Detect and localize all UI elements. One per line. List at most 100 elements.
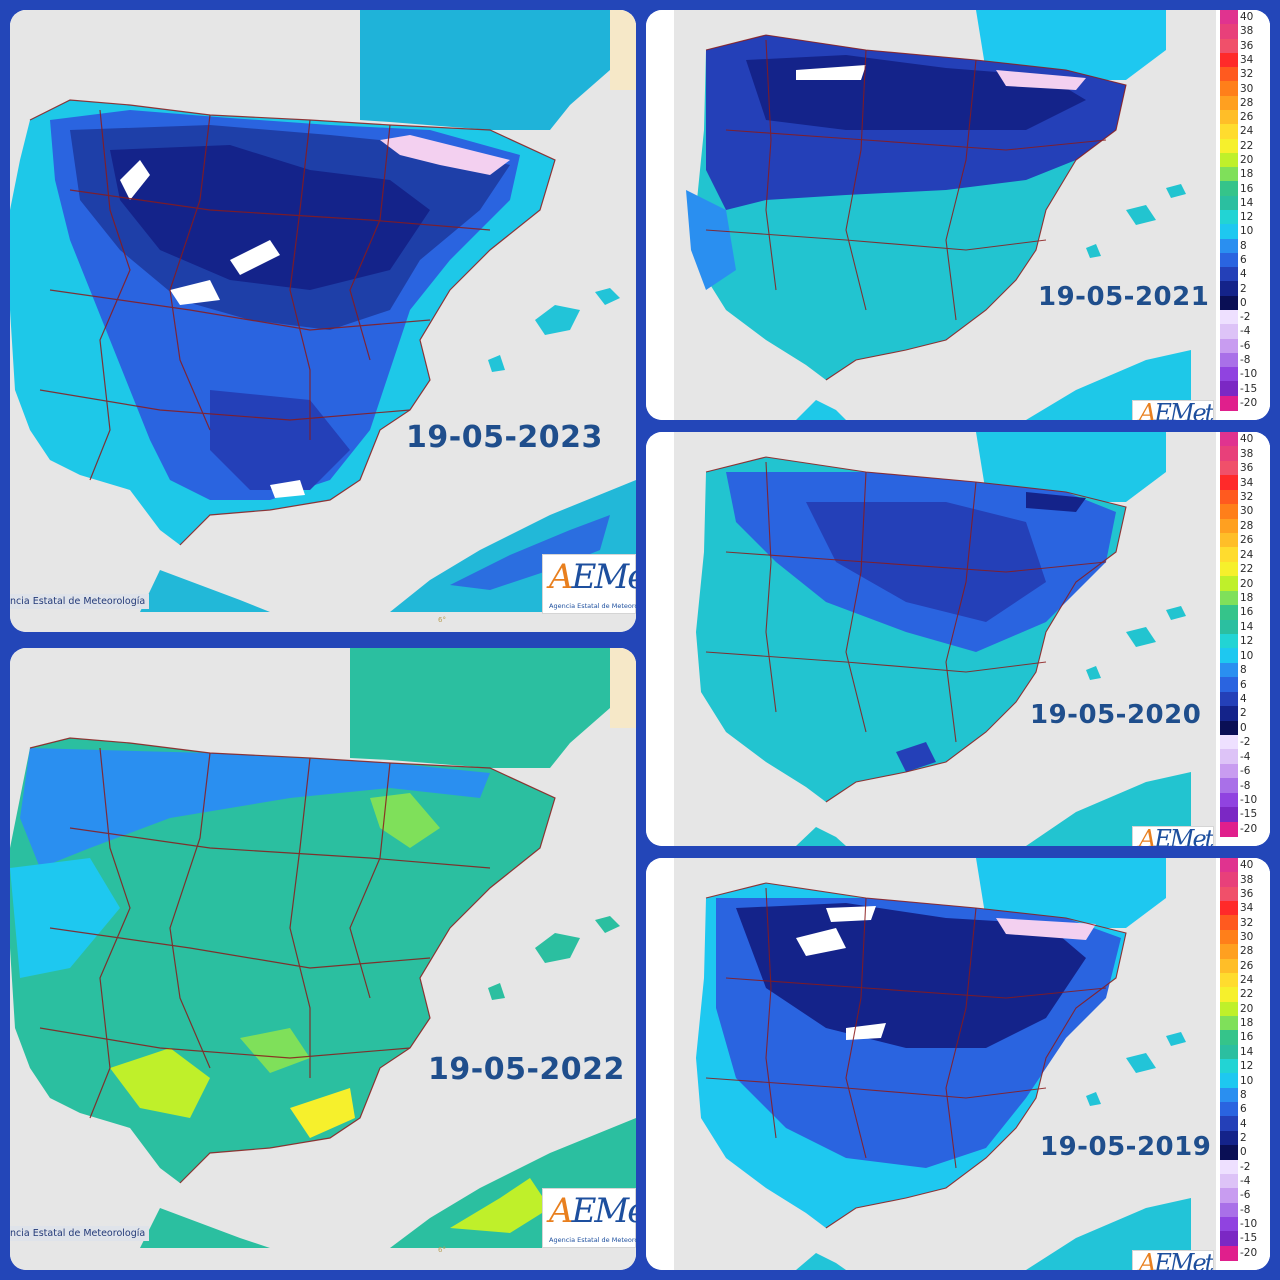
scale-swatch <box>1220 210 1238 226</box>
scale-swatch <box>1220 395 1238 411</box>
scale-swatch <box>1220 987 1238 1003</box>
scale-tick-label: -15 <box>1240 1232 1258 1245</box>
scale-swatch <box>1220 1001 1238 1017</box>
scale-tick-label: -6 <box>1240 1189 1251 1202</box>
scale-swatch <box>1220 446 1238 462</box>
scale-tick-label: 38 <box>1240 25 1254 38</box>
scale-tick-label: 28 <box>1240 96 1254 109</box>
scale-tick-label: 0 <box>1240 1146 1247 1159</box>
scale-swatch <box>1220 310 1238 326</box>
scale-tick-label: 6 <box>1240 254 1247 266</box>
temperature-scale: 40 38 36 34 32 30 28 26 24 22 20 18 16 14 12 10 8 6 4 2 0 -2-… <box>1220 858 1270 1270</box>
scale-tick-label: 20 <box>1240 154 1254 166</box>
scale-tick-label: 30 <box>1240 505 1254 518</box>
scale-tick-label: 16 <box>1240 1031 1254 1044</box>
scale-tick-label: 2 <box>1240 1131 1247 1144</box>
scale-tick-label: 0 <box>1240 296 1247 309</box>
scale-swatch <box>1220 124 1238 140</box>
scale-tick-label: 4 <box>1240 1117 1247 1130</box>
scale-swatch <box>1220 338 1238 354</box>
scale-swatch <box>1220 238 1238 254</box>
scale-swatch <box>1220 972 1238 989</box>
scale-swatch <box>1220 460 1238 477</box>
scale-swatch <box>1220 138 1238 154</box>
scale-swatch <box>1220 662 1238 679</box>
scale-swatch <box>1220 1044 1238 1060</box>
scale-tick-label: -2 <box>1240 311 1251 324</box>
scale-swatch <box>1220 352 1238 369</box>
temperature-map-2019 <box>646 858 1270 1270</box>
scale-swatch <box>1220 677 1238 693</box>
scale-tick-label: 10 <box>1240 649 1254 662</box>
scale-swatch <box>1220 381 1238 397</box>
scale-swatch <box>1220 110 1238 126</box>
scale-swatch <box>1220 1173 1238 1190</box>
scale-swatch <box>1220 763 1238 780</box>
scale-swatch <box>1220 634 1238 650</box>
scale-tick-label: -4 <box>1240 1175 1251 1188</box>
scale-swatch <box>1220 590 1238 607</box>
temperature-map-2020 <box>646 432 1270 846</box>
date-label-2022: 19-05-2022 <box>428 1052 625 1087</box>
aemet-logo: AEMet Agencia Estatal de Meteorología <box>542 554 636 614</box>
scale-tick-label: 40 <box>1240 859 1254 872</box>
scale-swatch <box>1220 38 1238 54</box>
scale-tick-label: 14 <box>1240 620 1254 633</box>
scale-swatch <box>1220 67 1238 83</box>
scale-swatch <box>1220 915 1238 931</box>
scale-tick-label: 22 <box>1240 563 1254 576</box>
map-panel-2021: 19-05-2021 AEMet 40 38 36 34 32 30 28 26 24 22 20 1… <box>646 10 1270 420</box>
scale-tick-label: 16 <box>1240 606 1254 619</box>
agency-credit: ncia Estatal de Meteorología <box>10 594 150 609</box>
scale-tick-label: -10 <box>1240 368 1258 381</box>
scale-tick-label: 20 <box>1240 577 1254 590</box>
scale-swatch <box>1220 224 1238 240</box>
scale-tick-label: 6 <box>1240 1103 1247 1116</box>
scale-tick-label: 28 <box>1240 945 1254 958</box>
scale-swatch <box>1220 858 1238 874</box>
scale-swatch <box>1220 706 1238 722</box>
aemet-logo: AEMet Agencia Estatal de Meteorología <box>542 1188 636 1248</box>
scale-swatch <box>1220 24 1238 40</box>
scale-tick-label: 6 <box>1240 678 1247 691</box>
aemet-logo: AEMet <box>1132 826 1214 846</box>
scale-tick-label: 10 <box>1240 225 1254 238</box>
scale-tick-label: 22 <box>1240 988 1254 1001</box>
scale-swatch <box>1220 576 1238 592</box>
scale-swatch <box>1220 547 1238 563</box>
scale-swatch <box>1220 619 1238 635</box>
scale-swatch <box>1220 1216 1238 1233</box>
scale-tick-label: -4 <box>1240 325 1251 338</box>
scale-swatch <box>1220 821 1238 837</box>
scale-tick-label: -6 <box>1240 339 1251 352</box>
scale-tick-label: 24 <box>1240 974 1254 987</box>
scale-tick-label: 26 <box>1240 534 1254 547</box>
scale-tick-label: 8 <box>1240 239 1247 252</box>
aemet-logo: AEMet <box>1132 1250 1214 1270</box>
scale-tick-label: 8 <box>1240 1088 1247 1101</box>
scale-tick-label: 26 <box>1240 959 1254 972</box>
scale-swatch <box>1220 181 1238 197</box>
scale-swatch <box>1220 95 1238 111</box>
scale-swatch <box>1220 1087 1238 1104</box>
temperature-scale: 40 38 36 34 32 30 28 26 24 22 20 18 16 14 12 10 8 6 4 2 0 -2-… <box>1220 432 1270 846</box>
scale-swatch <box>1220 1059 1238 1075</box>
scale-tick-label: 2 <box>1240 707 1247 720</box>
scale-tick-label: 14 <box>1240 196 1254 209</box>
scale-swatch <box>1220 792 1238 809</box>
scale-swatch <box>1220 1015 1238 1032</box>
scale-tick-label: 18 <box>1240 168 1254 181</box>
scale-tick-label: 40 <box>1240 11 1254 24</box>
temperature-scale: 40 38 36 34 32 30 28 26 24 22 20 18 16 14 12 10 8 6 4 2 0 -2-… <box>1220 10 1270 420</box>
scale-swatch <box>1220 518 1238 534</box>
date-label-2021: 19-05-2021 <box>1038 282 1210 312</box>
date-label-2019: 19-05-2019 <box>1040 1132 1212 1162</box>
scale-swatch <box>1220 504 1238 520</box>
scale-tick-label: 34 <box>1240 902 1254 915</box>
scale-tick-label: 36 <box>1240 887 1254 900</box>
scale-tick-label: -8 <box>1240 1203 1251 1216</box>
scale-swatch <box>1220 489 1238 506</box>
scale-swatch <box>1220 252 1238 269</box>
scale-tick-label: 0 <box>1240 721 1247 734</box>
agency-credit: ncia Estatal de Meteorología <box>10 1226 150 1241</box>
